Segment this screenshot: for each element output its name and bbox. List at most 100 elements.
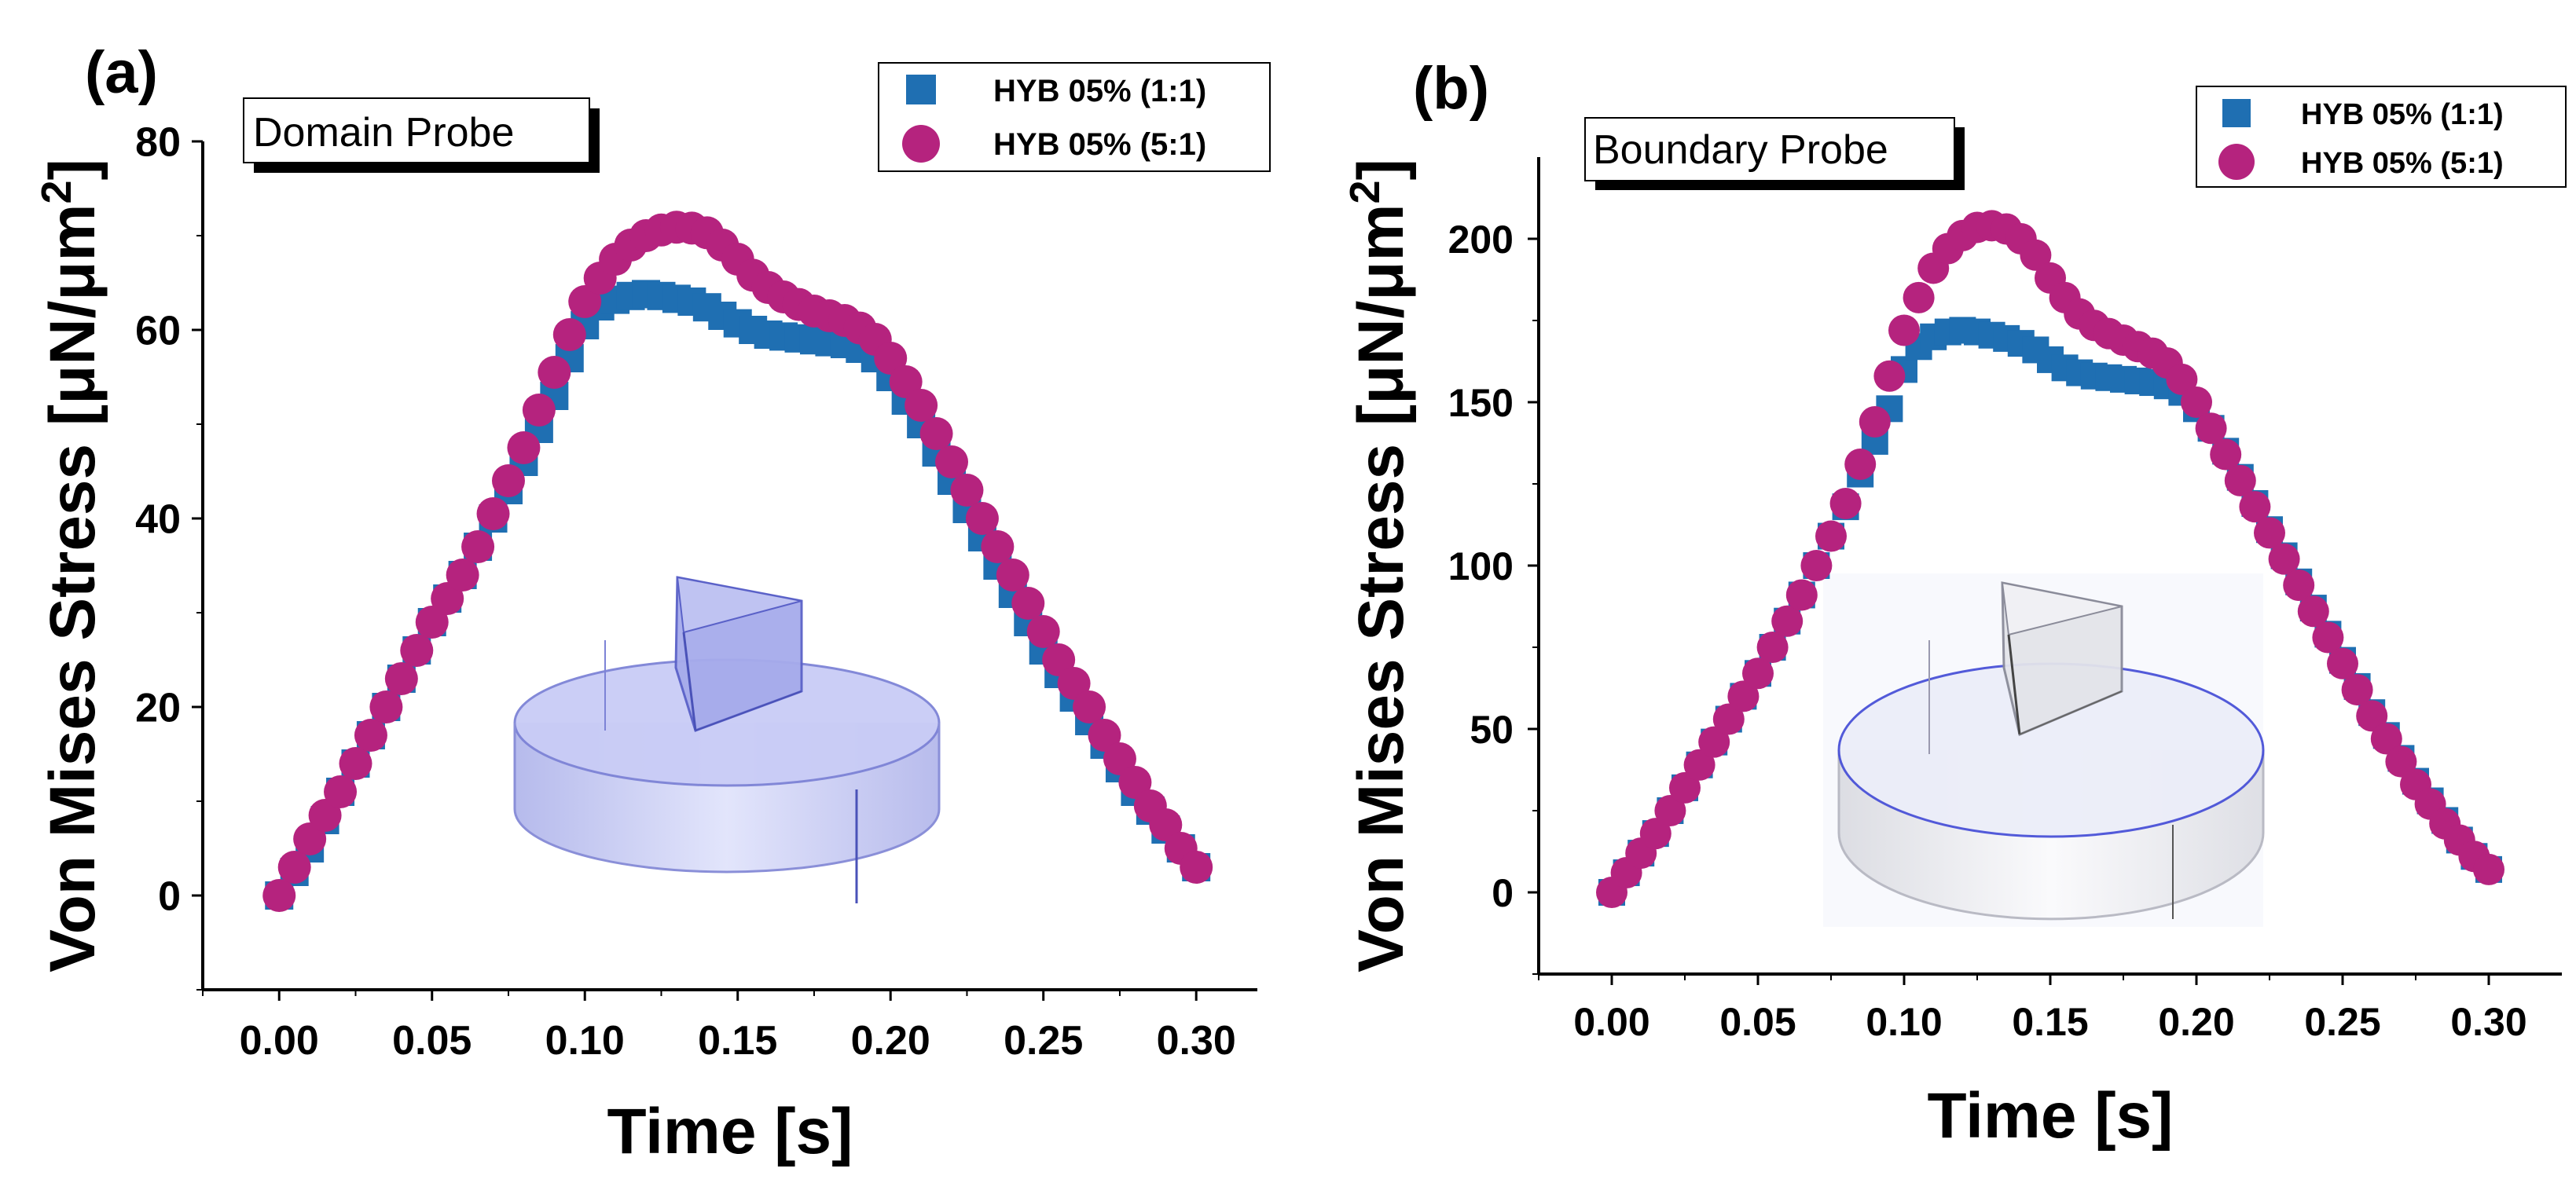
data-point-circle [919,417,953,450]
data-point-circle [431,582,464,615]
x-axis-label: Time [s] [607,1096,853,1167]
legend-label: HYB 05% (5:1) [2301,147,2504,180]
data-point-circle [1088,719,1121,752]
data-point-circle [981,530,1015,563]
probe-label-box: Boundary Probe [1584,117,1965,190]
data-point-circle [1149,808,1183,841]
y-tick-label: 0 [1492,871,1514,915]
data-point-circle [1859,405,1891,438]
x-tick-label: 0.20 [851,1018,930,1064]
data-point-circle [2181,386,2212,418]
data-point-circle [2210,438,2242,471]
data-point-circle [2166,363,2198,395]
data-point-circle [415,606,449,639]
data-point-circle [2268,543,2300,575]
data-point-circle [1073,690,1106,723]
x-tick-label: 0.20 [2158,1000,2234,1044]
data-point-circle [262,879,296,912]
data-point-circle [339,747,372,780]
data-point-circle [1042,643,1076,676]
data-point-circle [1888,314,1920,346]
data-point-circle [1742,657,1774,690]
x-tick-label: 0.05 [1719,1000,1796,1044]
data-point-circle [308,799,342,832]
data-point-circle [950,474,984,507]
data-point-circle [1669,771,1701,804]
data-point-circle [2224,464,2256,496]
data-point-circle [1800,550,1833,581]
data-point-circle [1756,632,1789,663]
data-point-circle [2327,647,2358,679]
data-point-circle [1712,703,1745,735]
y-ticks-a: 0 20 40 60 80 [135,120,203,991]
data-point-circle [2020,239,2052,271]
legend-label: HYB 05% (1:1) [2301,98,2504,131]
probe-label: Boundary Probe [1593,127,1888,173]
x-tick-label: 0.30 [1157,1018,1236,1064]
data-point-circle [1639,818,1671,850]
x-tick-label: 0.30 [2450,1000,2526,1044]
legend-square-marker [906,75,936,104]
legend: HYB 05% (1:1) HYB 05% (5:1) [878,62,1271,172]
panel-label: (b) [1413,55,1489,122]
data-point-circle [476,497,510,530]
data-point-circle [324,775,358,808]
legend-circle-marker [2218,144,2255,180]
data-point-circle [277,851,311,884]
data-point-circle [1727,680,1760,712]
data-point-circle [2385,745,2417,778]
data-point-circle [1011,587,1045,620]
data-point-circle [2341,674,2373,706]
data-point-circle [461,530,495,563]
data-point-circle [2370,723,2402,755]
plot-area-b [1596,210,2504,908]
plot-area-a [262,211,1213,912]
data-point-circle [491,464,525,497]
cylinder-model-illustration [513,576,941,903]
data-point-circle [2254,517,2285,549]
data-point-circle [965,502,999,535]
data-point-circle [1844,449,1877,481]
data-point-circle [1829,487,1862,519]
data-point-circle [507,431,541,464]
data-point-circle [538,356,571,389]
data-point-circle [2239,491,2271,523]
data-point-circle [1026,615,1060,648]
x-ticks-a: 0.00 0.05 0.10 0.15 0.20 0.25 0.30 [202,990,1236,1064]
data-point-circle [1683,749,1715,781]
y-tick-label: 150 [1448,381,1514,425]
legend-circle-marker [902,125,940,163]
data-point-circle [1103,742,1136,775]
data-point-circle [996,559,1029,592]
data-point-circle [446,559,479,592]
data-point-circle [293,822,327,855]
data-point-circle [568,285,602,318]
data-point-circle [874,342,908,375]
panel-a: (a) 0.00 0.05 0.10 0.15 0.20 0.25 0.30 0 20 40 60… [33,39,1271,1167]
data-point-circle [1654,795,1686,826]
data-point-circle [1698,726,1730,758]
data-point-circle [905,389,938,422]
y-axis-label: Von Mises Stress [μN/μm2] [33,159,108,972]
data-point-circle [2297,595,2329,628]
y-ticks-b: 0 50 100 150 200 [1448,218,1539,975]
data-point-circle [2195,412,2227,445]
data-point-circle [1771,605,1804,637]
data-point-circle [1873,360,1906,392]
y-tick-label: 50 [1470,708,1514,752]
y-tick-label: 0 [158,874,181,920]
x-tick-label: 0.00 [1573,1000,1649,1044]
data-point-circle [2473,853,2504,885]
series-circle [262,211,1213,912]
y-axis-label: Von Mises Stress [μN/μm2] [1341,159,1417,972]
panel-label: (a) [85,39,158,106]
probe-label: Domain Probe [253,110,514,156]
data-point-circle [369,690,403,723]
data-point-circle [522,394,556,427]
x-tick-label: 0.05 [392,1018,472,1064]
panel-b: (b) 0.00 0.05 0.10 0.15 0.20 0.25 0.30 0 50 100 1… [1341,55,2567,1152]
data-point-circle [1118,766,1152,799]
data-point-circle [2283,569,2315,601]
data-point-circle [1815,520,1847,552]
